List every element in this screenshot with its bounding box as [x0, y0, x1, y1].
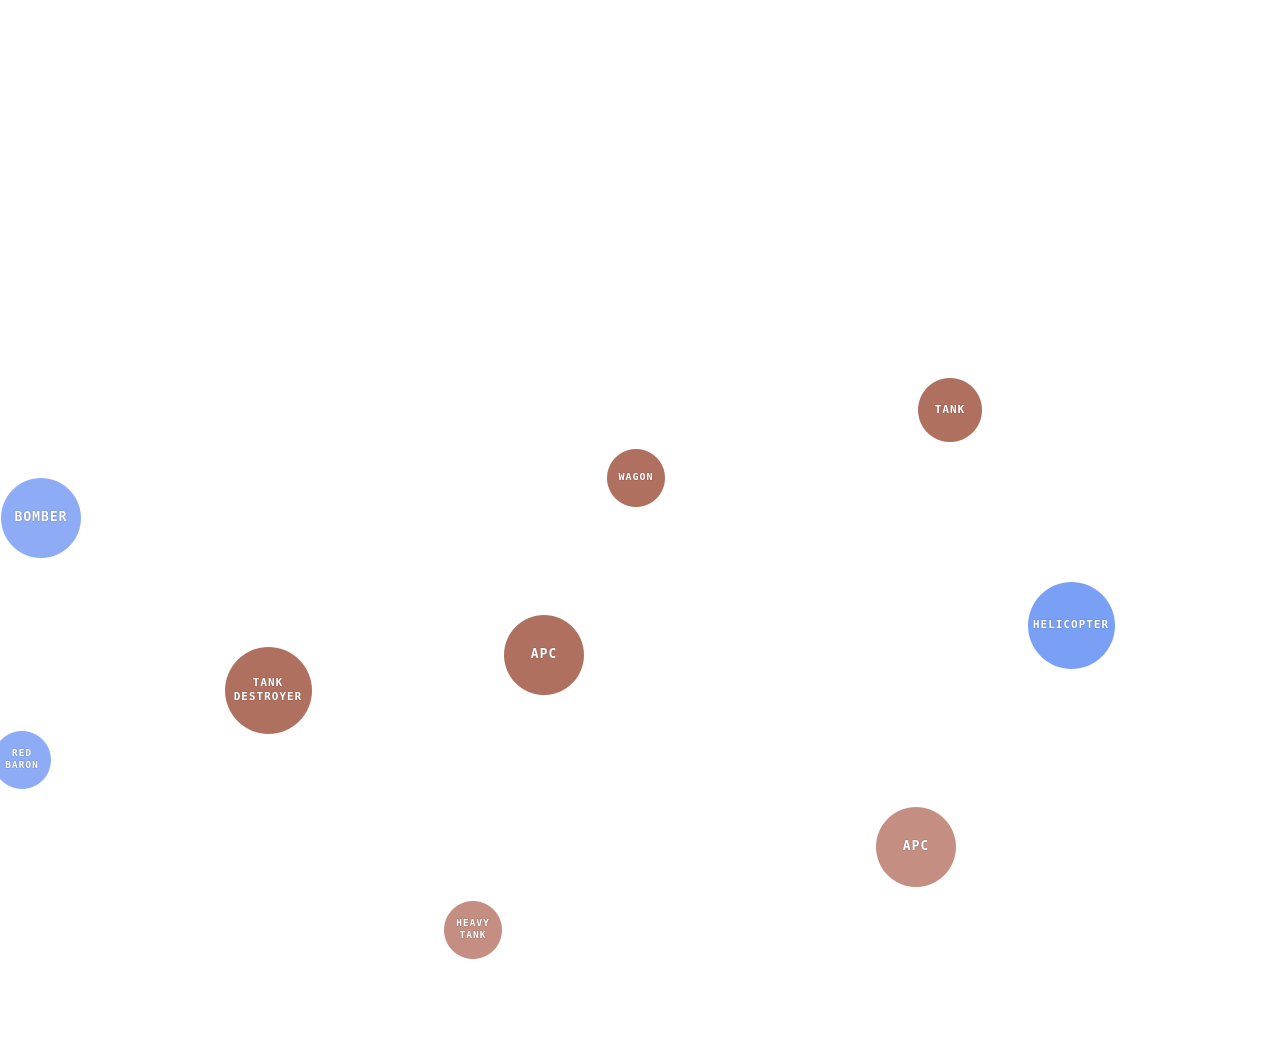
- unit-apc[interactable]: APC: [504, 615, 584, 695]
- unit-label-line1: TANK: [934, 403, 966, 417]
- unit-label-line2: BARON: [5, 760, 39, 771]
- unit-tank-destroyer[interactable]: TANK DESTROYER: [224, 646, 312, 734]
- unit-helicopter[interactable]: HELICOPTER: [1027, 581, 1115, 669]
- unit-label-line2: TANK: [459, 930, 487, 941]
- unit-label-line1: APC: [902, 838, 930, 854]
- unit-label-line1: BOMBER: [14, 509, 68, 525]
- unit-label-line1: HELICOPTER: [1032, 618, 1110, 632]
- unit-label-line2: DESTROYER: [233, 690, 303, 703]
- unit-tank[interactable]: TANK: [918, 378, 982, 442]
- unit-red-baron[interactable]: RED BARON: [0, 731, 51, 789]
- unit-wagon[interactable]: WAGON: [607, 449, 665, 507]
- unit-label-line1: TANK: [252, 676, 284, 690]
- unit-label-line1: HEAVY: [456, 918, 490, 930]
- unit-apc-2[interactable]: APC: [876, 807, 956, 887]
- unit-bomber[interactable]: BOMBER: [1, 478, 81, 558]
- unit-label-line1: APC: [530, 646, 558, 662]
- unit-label-line1: RED: [11, 748, 33, 760]
- unit-label-line1: WAGON: [618, 471, 654, 483]
- unit-heavy-tank[interactable]: HEAVY TANK: [444, 901, 502, 959]
